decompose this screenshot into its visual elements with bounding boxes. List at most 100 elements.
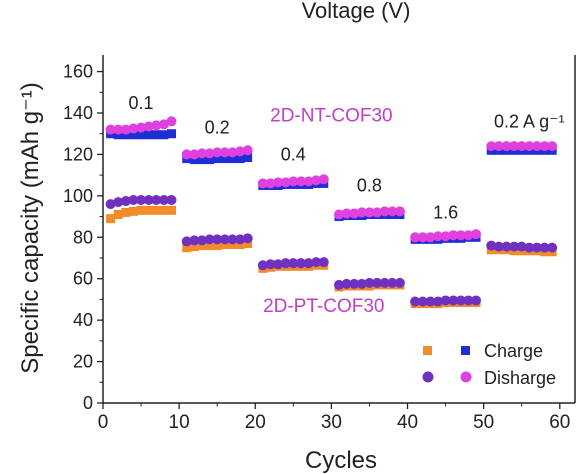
data-point (379, 277, 390, 288)
data-point (372, 207, 383, 218)
data-point (105, 124, 116, 135)
rate-label: 1.6 (433, 203, 458, 223)
legend-discharge-label: Disharge (484, 368, 556, 388)
legend-discharge-pink-marker (460, 371, 472, 383)
y-axis-label: Specific capacity (mAh g⁻¹) (17, 82, 44, 373)
data-point (212, 241, 222, 251)
data-point (486, 141, 497, 152)
data-point (166, 195, 177, 205)
data-point (113, 130, 123, 140)
y-tick-label: 40 (73, 310, 93, 330)
data-point (189, 155, 199, 165)
data-point (501, 241, 512, 252)
legend-charge-label: Charge (484, 341, 543, 361)
x-tick-label: 10 (169, 412, 190, 433)
data-point (410, 296, 421, 307)
data-point (417, 296, 428, 307)
data-point (257, 260, 268, 271)
data-point (379, 206, 390, 217)
data-point (387, 277, 398, 288)
data-point (196, 148, 207, 159)
y-tick-label: 140 (63, 103, 93, 123)
data-point (159, 130, 169, 140)
data-point (524, 242, 535, 253)
data-point (128, 195, 139, 205)
data-point (265, 259, 276, 270)
data-point (121, 207, 131, 217)
data-point (432, 296, 443, 307)
data-point (295, 176, 306, 187)
data-point (166, 116, 177, 127)
data-point (349, 278, 360, 289)
y-axis-ticks: 0 20 40 60 80 100 120 140 160 (63, 62, 103, 413)
data-markers (105, 116, 558, 309)
data-point (364, 277, 375, 288)
data-point (471, 295, 482, 306)
data-point (509, 241, 520, 252)
data-point (120, 196, 131, 207)
series-label: 2D-PT-COF30 (263, 296, 384, 317)
data-point (311, 257, 322, 268)
data-point (158, 119, 169, 130)
data-point (204, 148, 215, 159)
data-point (242, 145, 253, 156)
data-point (372, 277, 383, 288)
data-point (516, 241, 527, 252)
data-point (303, 258, 314, 269)
rate-label: 0.2 (205, 118, 230, 138)
data-point (144, 130, 154, 140)
data-point (280, 177, 291, 188)
data-point (440, 231, 451, 242)
data-point (235, 234, 246, 245)
data-point (144, 205, 154, 215)
data-point (136, 195, 147, 205)
data-point (417, 232, 428, 243)
data-point (220, 240, 230, 250)
data-point (235, 154, 245, 164)
rate-label: 0.4 (281, 145, 306, 165)
data-point (531, 141, 542, 152)
data-point (288, 176, 299, 187)
annotations: 0.1 0.2 0.4 0.8 1.6 0.2 A g⁻¹ 2D-NT-COF30 2D-PT… (129, 93, 565, 317)
data-point (182, 243, 192, 253)
data-point (303, 176, 314, 187)
data-point (547, 242, 558, 253)
data-point (524, 141, 535, 152)
data-point (106, 214, 116, 224)
legend-discharge-purple-marker (422, 371, 434, 383)
data-point (136, 122, 147, 133)
data-point (334, 279, 344, 290)
series-2d-pt-cof30-discharge (105, 195, 558, 307)
data-point (493, 141, 504, 152)
data-point (387, 206, 398, 217)
rate-label: 0.8 (357, 176, 382, 196)
data-point (212, 154, 222, 164)
data-point (493, 241, 504, 252)
x-tick-label: 0 (98, 412, 109, 433)
data-point (235, 240, 245, 250)
data-point (394, 206, 405, 217)
x-tick-label: 20 (245, 412, 266, 433)
data-point (128, 123, 139, 134)
data-point (235, 146, 246, 157)
data-point (105, 199, 116, 210)
data-point (448, 295, 459, 306)
data-point (196, 235, 207, 246)
data-point (273, 259, 284, 270)
data-point (159, 205, 169, 215)
data-point (136, 130, 146, 140)
data-point (455, 295, 466, 306)
y-tick-label: 160 (63, 62, 93, 82)
data-point (288, 258, 299, 269)
data-point (205, 155, 215, 165)
data-point (181, 149, 192, 160)
data-point (151, 205, 161, 215)
data-point (242, 233, 253, 244)
data-point (212, 234, 223, 245)
data-point (501, 141, 512, 152)
data-point (318, 257, 329, 268)
data-point (227, 154, 237, 164)
data-point (121, 130, 131, 140)
data-point (243, 153, 253, 163)
legend: Charge Disharge (422, 341, 556, 388)
